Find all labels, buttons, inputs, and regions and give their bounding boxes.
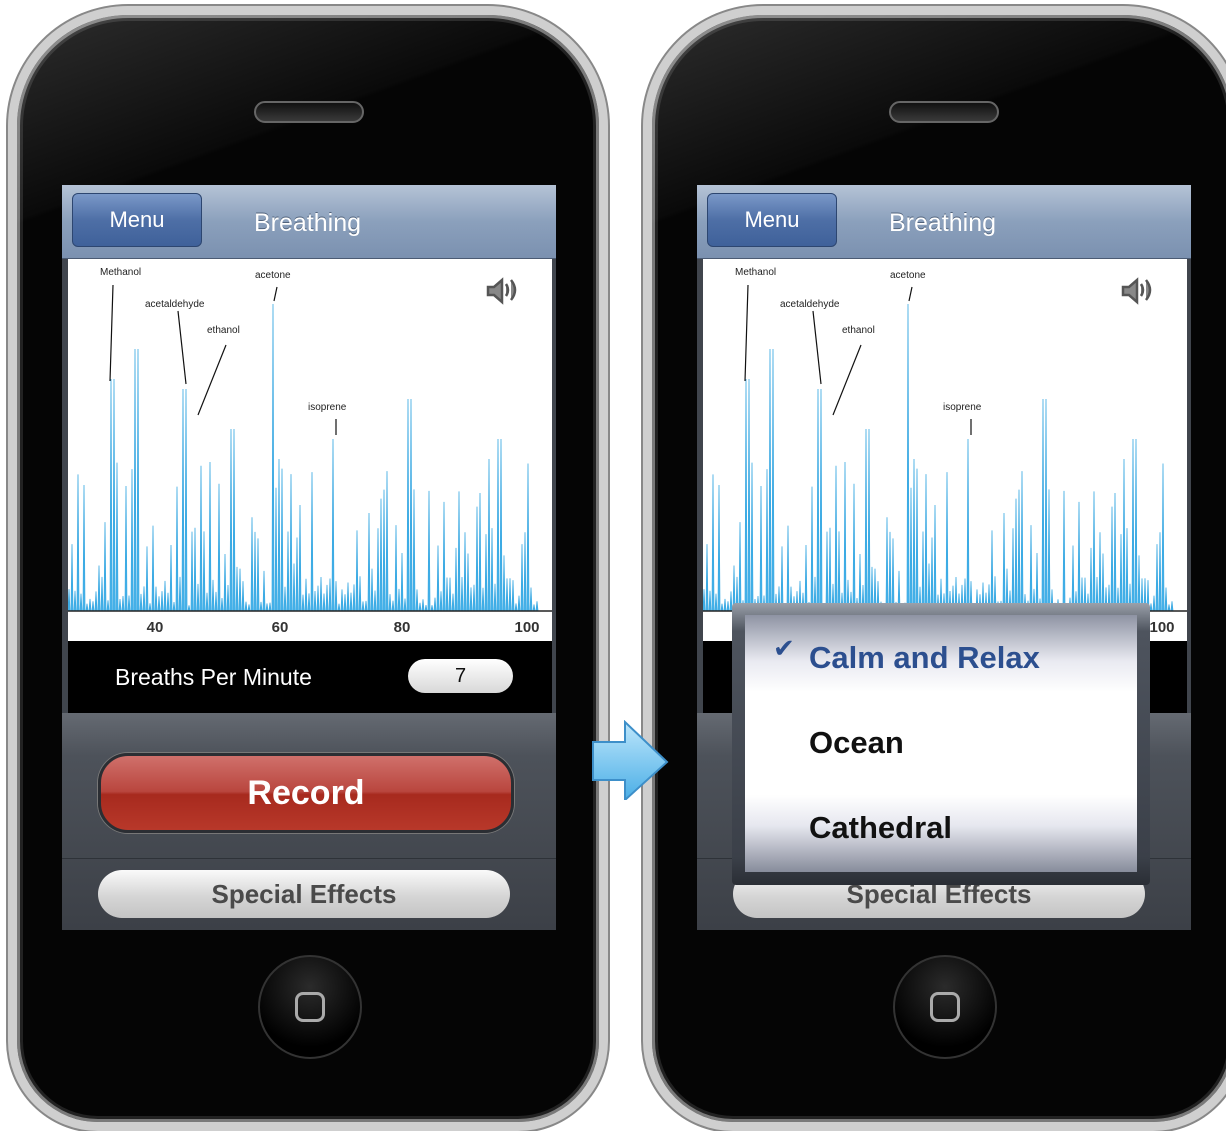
controls-area: Record Special Effects: [62, 713, 556, 930]
annotation-arrow: [908, 286, 913, 302]
menu-button[interactable]: Menu: [72, 193, 202, 247]
annotation-label: acetaldehyde: [780, 299, 840, 310]
annotation-arrow: [812, 310, 822, 385]
spectrum: [68, 277, 552, 612]
annotation-arrow: [177, 310, 187, 385]
nav-bar: Menu Breathing: [62, 185, 556, 259]
annotation-arrow: [744, 284, 749, 382]
graph-image: Methanol acetaldehyde ethanol acetone isopre…: [68, 259, 552, 641]
sound-icon[interactable]: [1121, 277, 1152, 305]
peaks: [703, 303, 1174, 612]
home-button[interactable]: [893, 955, 997, 1059]
annotation-label: acetone: [255, 270, 291, 281]
picker-option[interactable]: Ocean: [809, 725, 904, 760]
arrow-shape: [592, 720, 669, 800]
check-mark: ✔: [773, 633, 795, 663]
annotation-label: ethanol: [842, 325, 875, 336]
annotation-label: ethanol: [207, 325, 240, 336]
speaker-slot: [254, 101, 364, 123]
nav-title: Breathing: [254, 209, 362, 237]
breaths-value[interactable]: 7: [408, 659, 513, 693]
picker-option[interactable]: Cathedral: [809, 810, 952, 845]
picker-option[interactable]: Calm and Relax: [809, 640, 1040, 675]
axis-tick-label: 60: [271, 619, 289, 636]
axis-tick-label: 100: [514, 619, 540, 636]
transition-arrow: [592, 720, 669, 800]
picker: Calm and Relax ✔ Ocean Cathedral: [732, 603, 1150, 885]
breaths-label: Breaths Per Minute: [115, 664, 312, 690]
nav-bar: Menu Breathing: [697, 185, 1191, 259]
annotation-label: Methanol: [735, 267, 777, 278]
divider: [62, 858, 556, 859]
home-icon: [930, 992, 960, 1022]
nav-title: Breathing: [889, 209, 997, 237]
home-icon: [295, 992, 325, 1022]
annotation-arrow: [273, 286, 278, 302]
home-button[interactable]: [258, 955, 362, 1059]
axis-tick-label: 100: [1149, 619, 1175, 636]
annotation-label: acetaldehyde: [145, 299, 205, 310]
annotation-label: Methanol: [100, 267, 142, 278]
axis-tick-label: 80: [393, 619, 411, 636]
annotation-arrow: [832, 344, 862, 416]
annotation-label: isoprene: [943, 402, 982, 413]
axis-tick-label: 40: [146, 619, 164, 636]
breaths-row: Breaths Per Minute 7: [68, 641, 552, 713]
menu-button[interactable]: Menu: [707, 193, 837, 247]
annotation-arrow: [197, 344, 227, 416]
sound-icon[interactable]: [486, 277, 517, 305]
annotation-arrow: [109, 284, 114, 382]
picker-wheel: Calm and Relax ✔ Ocean Cathedral: [745, 615, 1137, 872]
special-effects-button[interactable]: Special Effects: [98, 870, 510, 918]
spectrum: [703, 277, 1187, 612]
speaker-slot: [889, 101, 999, 123]
peaks: [68, 303, 539, 612]
screen: Menu Breathing Methanol acetaldehyde ethanol…: [62, 185, 556, 930]
annotation-label: isoprene: [308, 402, 347, 413]
record-button[interactable]: Record: [98, 753, 514, 833]
graph-image: Methanol acetaldehyde ethanol acetone isopre…: [703, 259, 1187, 641]
annotation-label: acetone: [890, 270, 926, 281]
